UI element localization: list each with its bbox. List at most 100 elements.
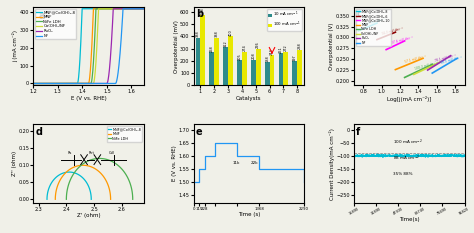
NF [83,82,89,85]
MNF [60,175,65,178]
MNF [90,17,96,20]
Bar [251,60,256,85]
NF [83,82,89,85]
Bar [242,52,247,85]
Text: 88.5 mV dec⁻¹: 88.5 mV dec⁻¹ [440,56,462,65]
MNF@Co(OH)₂-8 [68,171,74,174]
Text: 35.6 mV dec⁻¹: 35.6 mV dec⁻¹ [363,17,385,27]
Text: 88 mA cm$^{-2}$: 88 mA cm$^{-2}$ [392,153,419,163]
MNF@Co(OH)₂-8 [91,7,96,10]
Text: 274: 274 [242,45,246,51]
Line: MNF@Co(OH)₂-8: MNF@Co(OH)₂-8 [47,172,91,199]
Text: 261: 261 [279,46,283,53]
RuO₂ [30,82,36,85]
X-axis label: Time(s): Time(s) [399,217,419,222]
Bar [265,62,270,85]
NiFe LDH [130,198,136,201]
MNF@Co(OH)₂-8 [88,192,93,195]
MNF@Co(OH)₂-8 [44,198,50,201]
MNF@Co(OH)₂-8 [79,7,85,10]
NiFe LDH [83,82,89,85]
MNF [57,179,63,182]
MNF@Co(OH)₂-8 [66,171,72,174]
Bar [283,52,288,85]
X-axis label: Time (s): Time (s) [237,212,260,217]
Bar [196,38,201,85]
NiFe LDH [72,171,78,174]
NiFe LDH [96,157,102,160]
Text: a: a [39,11,45,21]
NiFe LDH [30,82,36,85]
Co(OH)₂/NF [96,7,101,10]
Bar [292,61,297,85]
MNF@Co(OH)₂-8 [84,7,90,10]
MNF@Co(OH)₂-8 [83,7,89,10]
MNF@Co(OH)₂-8 [121,7,127,10]
Line: MNF@Co(OH)₂-8: MNF@Co(OH)₂-8 [358,23,377,31]
Text: 244: 244 [270,48,274,55]
NiFe LDH [129,189,135,192]
RuO₂ [138,7,144,10]
NiFe LDH [129,193,135,195]
MNF@Co(OH)₂-8 [88,198,94,201]
Y-axis label: j (mA cm⁻²): j (mA cm⁻²) [12,30,18,62]
Line: NiFe LDH: NiFe LDH [33,9,144,83]
NiFe LDH [64,198,69,201]
MNF [89,166,95,168]
MNF [141,7,146,10]
NF [96,82,102,85]
MNF@Co(OH)₂-8 [96,7,102,10]
Line: MNF@Co(OH)₂-10: MNF@Co(OH)₂-10 [386,41,405,50]
Text: 57.1 mV dec⁻¹: 57.1 mV dec⁻¹ [405,54,427,64]
NiFe LDH [121,7,127,10]
NiFe LDH [90,67,96,69]
Text: 22k: 22k [251,161,259,164]
MNF [30,82,36,85]
Text: 78.1 mV dec⁻¹: 78.1 mV dec⁻¹ [435,53,457,63]
Line: MNF: MNF [55,165,110,199]
MNF [108,194,113,196]
Line: Co(OH)₂/NF: Co(OH)₂/NF [33,9,144,83]
RuO₂ [425,69,430,72]
Co(OH)₂/NF [438,60,444,63]
Bar [201,15,205,85]
Line: NiFe LDH: NiFe LDH [405,64,432,77]
MNF@Co(OH)₂-8 [88,195,94,197]
RuO₂ [83,82,89,85]
MNF [108,198,113,201]
Text: 197: 197 [293,54,297,61]
Y-axis label: Overpotential (V): Overpotential (V) [329,22,334,70]
NF [120,7,126,10]
Bar [237,60,242,85]
Bar [223,47,228,85]
Bar [228,36,233,85]
MNF [83,82,89,85]
MNF@Co(OH)₂-8 [50,180,55,182]
RuO₂ [90,82,96,85]
Text: 205: 205 [237,53,242,60]
NF [429,72,435,75]
MNF [80,164,85,167]
MNF@Co(OH)₂-10 [402,40,408,42]
Bar [214,38,219,85]
Line: RuO₂: RuO₂ [33,9,144,83]
NiFe LDH [93,7,99,10]
Text: 208: 208 [251,52,255,59]
Text: 34.3 mV dec⁻¹: 34.3 mV dec⁻¹ [382,26,404,36]
Line: MNF: MNF [395,58,423,70]
NiFe LDH [83,82,89,85]
Line: MNF@Co(OH)₂-8: MNF@Co(OH)₂-8 [33,9,144,83]
NiFe LDH [141,7,146,10]
NF [121,7,127,10]
MNF@Co(OH)₂-8 [374,22,380,24]
X-axis label: Catalysts: Catalysts [236,96,262,101]
Text: 268: 268 [210,45,214,52]
Line: MNF@Co(OH)₂-6: MNF@Co(OH)₂-6 [377,32,395,40]
Text: 272: 272 [284,45,288,51]
Text: 312: 312 [224,40,228,47]
Bar [270,55,274,85]
MNF [107,190,113,193]
RuO₂ [121,7,127,10]
X-axis label: Z' (ohm): Z' (ohm) [77,213,100,218]
NiFe LDH [138,7,144,10]
